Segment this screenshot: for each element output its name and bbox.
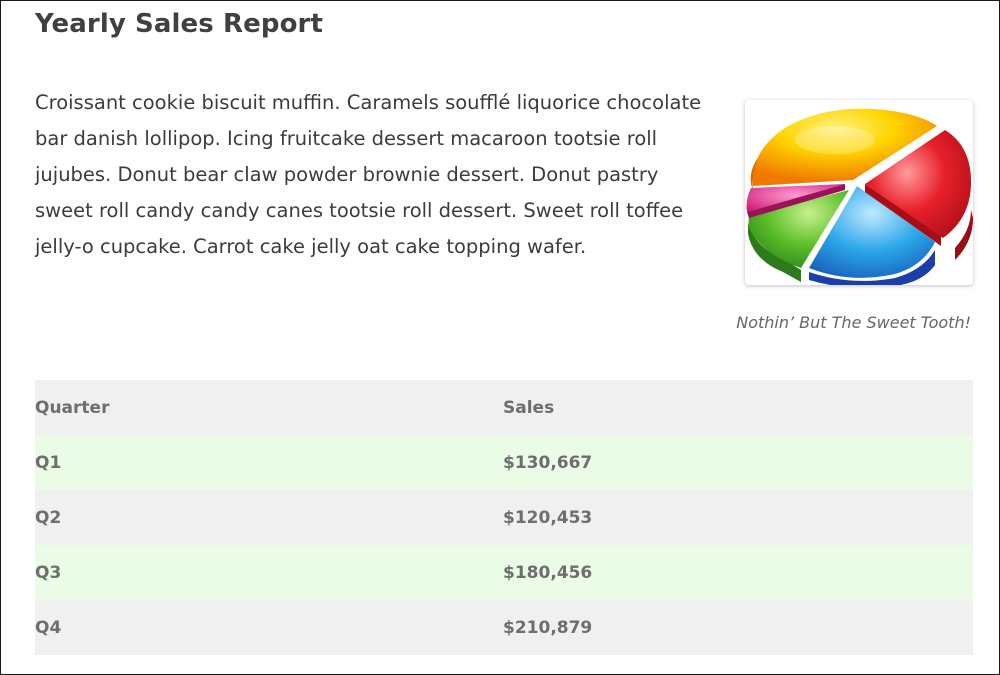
cell-quarter: Q4	[35, 617, 62, 638]
cell-quarter: Q1	[35, 452, 62, 473]
table-header-row: Quarter Sales	[35, 380, 973, 435]
table-row: Q3 $180,456	[35, 545, 973, 600]
cell-quarter: Q3	[35, 562, 62, 583]
header-sales: Sales	[503, 397, 555, 418]
cell-quarter: Q2	[35, 507, 62, 528]
cell-sales: $120,453	[503, 507, 593, 528]
body-paragraph: Croissant cookie biscuit muffin. Caramel…	[35, 91, 702, 258]
figure-caption: Nothin’ But The Sweet Tooth!	[736, 313, 971, 332]
sales-table: Quarter Sales Q1 $130,667 Q2 $120,453 Q3…	[35, 380, 973, 655]
3d-pie-chart-image	[746, 108, 973, 285]
pie-chart-image	[745, 100, 973, 285]
table-row: Q4 $210,879	[35, 600, 973, 655]
header-quarter: Quarter	[35, 397, 110, 418]
cell-sales: $130,667	[503, 452, 593, 473]
cell-sales: $180,456	[503, 562, 593, 583]
cell-sales: $210,879	[503, 617, 593, 638]
page-title: Yearly Sales Report	[35, 9, 323, 39]
table-row: Q2 $120,453	[35, 490, 973, 545]
table-row: Q1 $130,667	[35, 435, 973, 490]
